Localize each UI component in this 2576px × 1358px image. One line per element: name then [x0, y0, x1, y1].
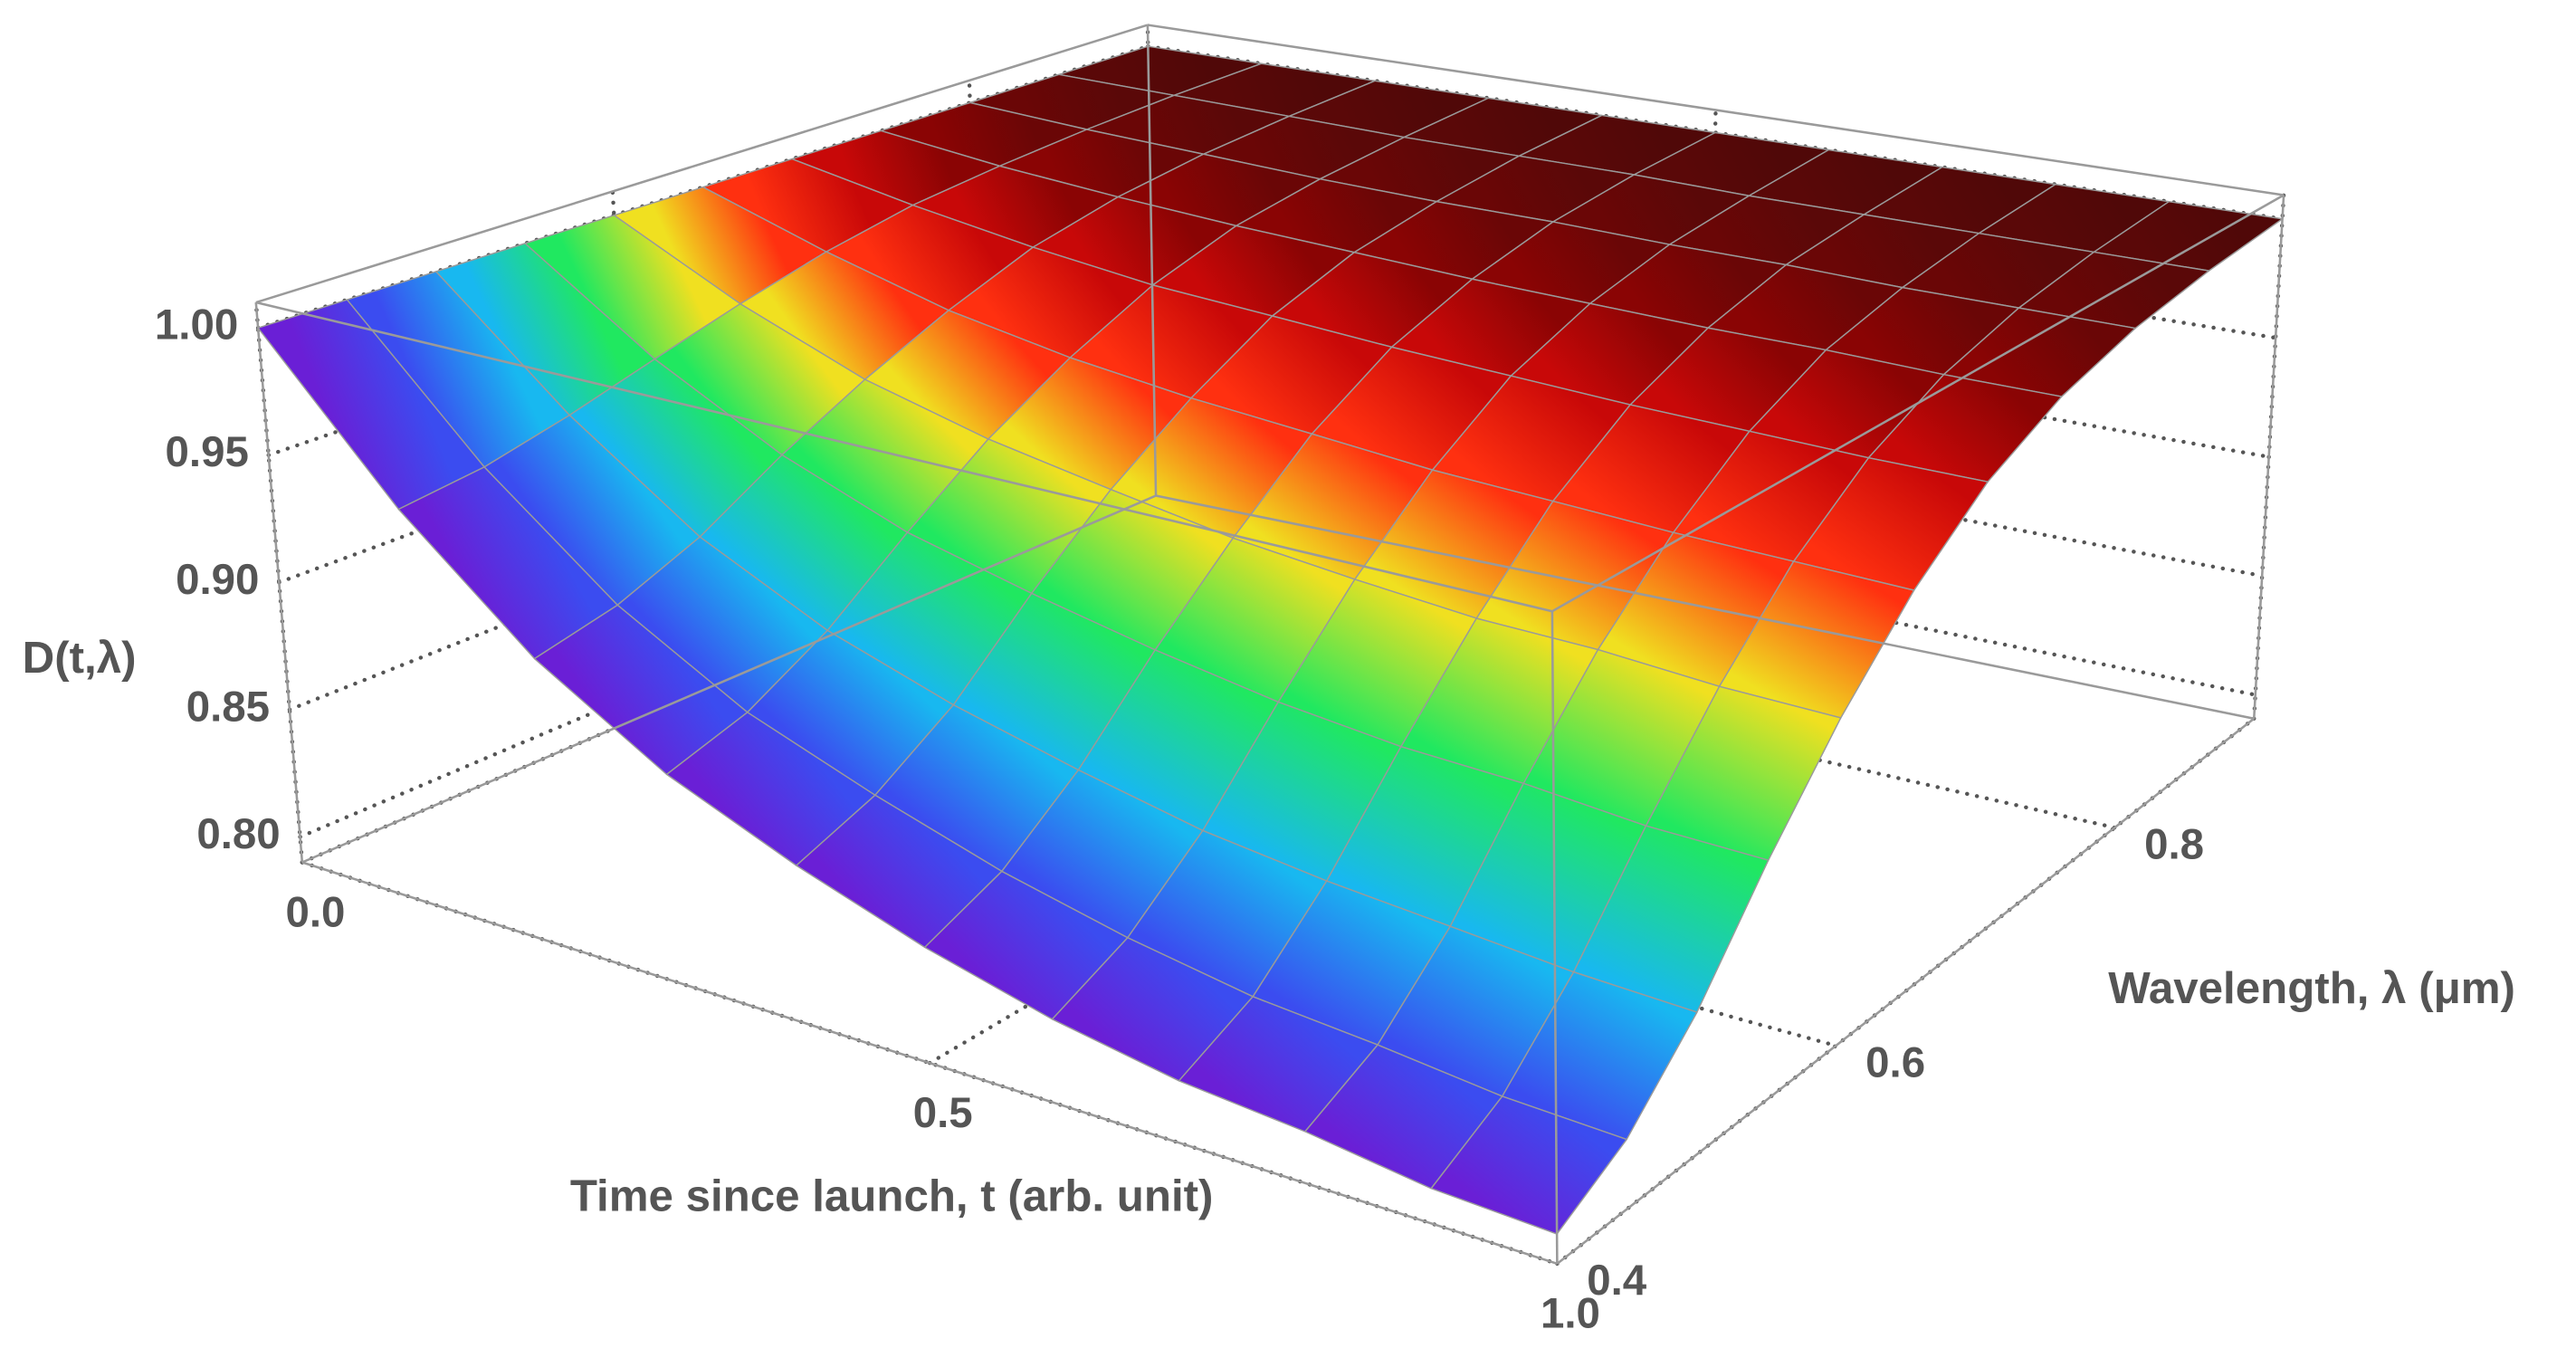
x-tick-label: 0.0	[285, 888, 345, 936]
box-edge	[1550, 611, 1559, 1264]
box-edge	[1556, 717, 2256, 1265]
box-edge	[301, 494, 1157, 864]
z-axis-title: D(t,λ)	[23, 633, 137, 683]
z-tick-label: 0.85	[186, 683, 270, 731]
z-tick-label: 0.90	[176, 556, 259, 604]
box-edge	[255, 301, 1553, 613]
box-edge	[255, 24, 1149, 304]
y-tick-label: 0.4	[1587, 1257, 1647, 1305]
x-tick-label: 1.0	[1541, 1290, 1600, 1338]
y-tick-label: 0.6	[1865, 1038, 1925, 1086]
labels: D(t,λ) Time since launch, t (arb. unit) …	[23, 301, 2515, 1338]
box-edge	[2252, 195, 2285, 719]
surface-patch	[1430, 1095, 1627, 1235]
z-tick-label: 0.80	[196, 810, 280, 858]
y-axis-title: Wavelength, λ (μm)	[2108, 963, 2515, 1013]
box-edge	[1147, 24, 2285, 196]
box-edge	[301, 861, 1558, 1266]
box-edge	[1146, 24, 1158, 496]
y-tick-label: 0.8	[2144, 821, 2204, 869]
x-tick-label: 0.5	[913, 1089, 973, 1137]
z-tick-label: 1.00	[155, 301, 238, 349]
box	[254, 24, 2285, 1266]
surface	[257, 45, 2284, 1235]
box-edge	[254, 301, 304, 863]
box-edge	[1551, 194, 2285, 613]
x-axis-title: Time since launch, t (arb. unit)	[570, 1172, 1214, 1221]
box-edge	[1155, 494, 2255, 721]
z-tick-label: 0.95	[166, 428, 249, 476]
grid-line	[1150, 258, 2271, 459]
